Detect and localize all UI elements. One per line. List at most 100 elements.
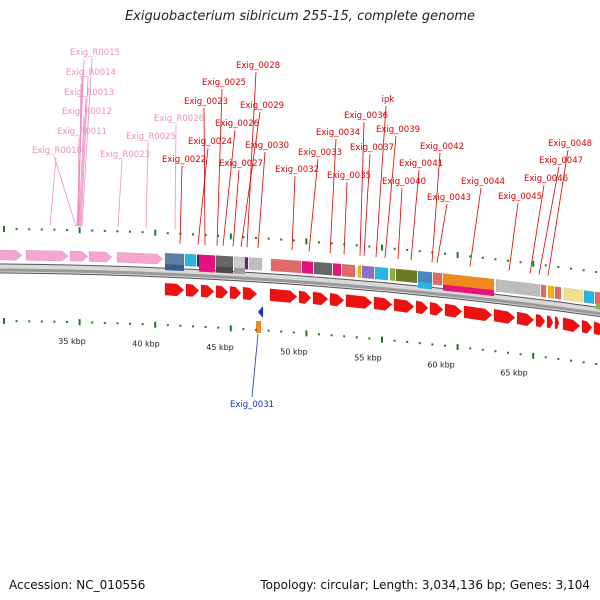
reverse-cds xyxy=(373,296,393,311)
reverse-cds xyxy=(562,317,581,333)
outer-tick xyxy=(507,259,509,262)
forward-feature xyxy=(547,285,555,299)
gene-leader xyxy=(359,121,365,256)
scale-tick xyxy=(66,320,68,323)
gene-leader xyxy=(508,202,519,271)
outer-tick xyxy=(418,250,421,253)
gene-label: Exig_0042 xyxy=(420,142,464,152)
gene-leader xyxy=(197,147,209,245)
scale-tick xyxy=(229,325,232,332)
gene-leader xyxy=(375,105,387,258)
forward-feature xyxy=(0,249,23,261)
outer-tick xyxy=(15,228,18,231)
outer-tick xyxy=(192,233,194,236)
scale-tick xyxy=(217,326,220,329)
outer-tick xyxy=(368,245,371,248)
outer-tick xyxy=(179,232,182,235)
gene-leader xyxy=(246,71,257,248)
gene-leader xyxy=(538,166,560,275)
reverse-cds xyxy=(554,316,560,330)
rna-leader xyxy=(81,57,93,227)
scale-tick-label: 40 kbp xyxy=(132,339,160,348)
forward-feature xyxy=(196,254,200,267)
scale-tick xyxy=(381,336,383,343)
outer-tick xyxy=(532,260,535,267)
scale-tick xyxy=(15,320,18,323)
scale-tick-label: 60 kbp xyxy=(427,360,455,369)
outer-tick xyxy=(343,243,346,246)
reverse-cds xyxy=(444,303,463,318)
gene-leader xyxy=(384,135,397,258)
reverse-cds xyxy=(546,315,554,329)
reverse-cds xyxy=(463,305,493,322)
gene-leader xyxy=(329,138,337,254)
scale-tick xyxy=(318,333,320,336)
outer-tick xyxy=(456,252,459,259)
scale-tick xyxy=(406,340,409,343)
gene-label: Exig_0035 xyxy=(327,171,371,181)
scale-tick xyxy=(582,361,585,364)
gene-leader xyxy=(343,181,348,255)
outer-tick xyxy=(40,228,43,231)
outer-tick xyxy=(166,232,169,235)
outer-tick xyxy=(582,269,585,272)
gene-label: Exig_0044 xyxy=(461,177,505,187)
rna-leader xyxy=(49,157,57,226)
rna-leader xyxy=(78,83,82,227)
outer-tick xyxy=(28,228,31,231)
reverse-gene-label: Exig_0031 xyxy=(230,400,274,410)
outer-tick xyxy=(242,236,245,239)
gene-label: Exig_0039 xyxy=(376,125,420,135)
outer-tick xyxy=(154,229,157,236)
scale-tick xyxy=(255,328,257,331)
gene-leader xyxy=(436,203,448,263)
reverse-cds xyxy=(345,294,373,309)
reverse-cds xyxy=(593,321,600,336)
forward-feature xyxy=(341,263,356,278)
rna-label: Exig_R0014 xyxy=(66,68,116,78)
reverse-cds xyxy=(164,282,185,297)
topology-text: Topology: circular; Length: 3,034,136 bp… xyxy=(260,578,590,592)
backbone-shadow xyxy=(0,268,600,316)
scale-tick xyxy=(431,343,434,346)
forward-feature xyxy=(495,279,541,297)
scale-tick xyxy=(532,352,535,359)
scale-tick xyxy=(481,348,484,351)
scale-tick xyxy=(507,351,509,354)
gene-label: Exig_0024 xyxy=(188,137,232,147)
rna-label: Exig_R0025 xyxy=(126,132,176,142)
outer-tick xyxy=(103,229,106,232)
reverse-cds xyxy=(200,284,215,298)
gene-label: Exig_0048 xyxy=(548,139,592,149)
outer-tick xyxy=(431,251,434,254)
forward-feature xyxy=(361,265,375,280)
forward-feature xyxy=(563,287,584,303)
scale-tick-label: 45 kbp xyxy=(206,343,234,352)
gene-label: Exig_0041 xyxy=(399,159,443,169)
gene-label: Exig_0036 xyxy=(344,111,388,121)
scale-tick-label: 65 kbp xyxy=(500,368,528,377)
reverse-cds xyxy=(535,313,546,328)
gene-leader xyxy=(431,152,441,263)
outer-tick xyxy=(381,244,383,251)
gene-label: Exig_0046 xyxy=(524,174,568,184)
gene-leader xyxy=(397,187,403,260)
scale-tick xyxy=(28,320,31,323)
scale-tick xyxy=(179,324,182,327)
forward-feature xyxy=(69,250,89,262)
scale-tick-label: 50 kbp xyxy=(280,347,308,356)
scale-tick-labels: 35 kbp 40 kbp 45 kbp 50 kbp 55 kbp 60 kbp 65 k… xyxy=(58,337,528,377)
forward-feature xyxy=(583,290,595,305)
outer-tick xyxy=(141,231,144,234)
outer-tick xyxy=(355,244,358,247)
gene-label: Exig_0023 xyxy=(184,97,228,107)
scale-tick xyxy=(305,330,308,337)
reverse-cds xyxy=(215,285,229,299)
gene-label: Exig_0043 xyxy=(427,193,471,203)
gene-label: Exig_0027 xyxy=(219,159,263,169)
rna-leader xyxy=(174,123,177,230)
scale-tick xyxy=(343,335,346,338)
gene-leader xyxy=(529,184,545,274)
reverse-cds xyxy=(269,288,298,303)
